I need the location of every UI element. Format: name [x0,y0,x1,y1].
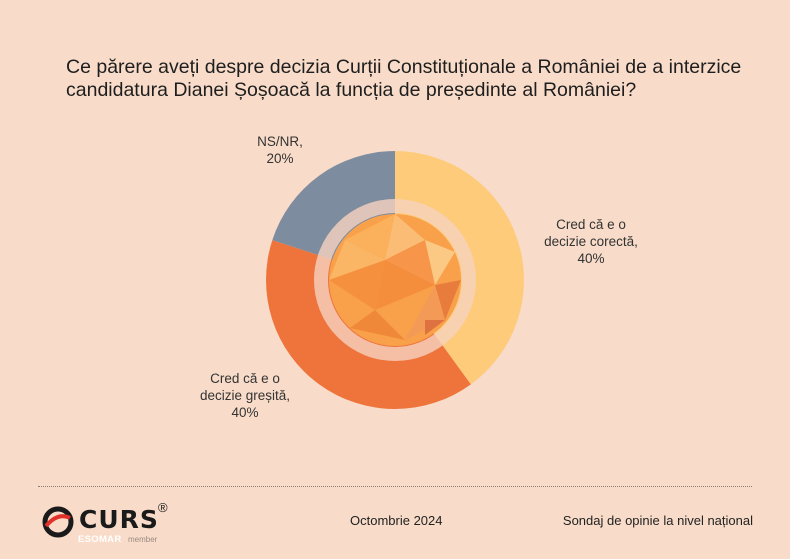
center-facet [350,310,405,340]
footer-survey: Sondaj de opinie la nivel național [562,513,753,528]
center-decoration [314,199,476,361]
logo-name: CURS [79,505,159,534]
center-facet [425,240,455,285]
slice-nsnr [272,151,395,261]
center-facet [329,240,385,280]
center-facet [375,260,435,310]
center-facet [385,214,425,260]
center-facet [425,320,445,335]
curs-logo: CURS ® ESOMAR member [42,500,182,550]
slice-label-corecta: Cred că e o decizie corectă, 40% [544,217,638,266]
curs-logo-icon [42,506,74,538]
logo-esomar: ESOMAR [78,534,122,545]
logo-member: member [128,535,158,544]
center-facet [435,280,461,320]
logo-registered: ® [158,500,168,515]
slice-label-nsnr: NS/NR, 20% [257,134,303,166]
center-facet [345,214,395,260]
footer-divider [38,486,752,487]
slice-label-gresita: Cred că e o decizie greșită, 40% [199,371,291,420]
center-facet [385,240,435,285]
center-ring [314,199,476,361]
footer-date: Octombrie 2024 [350,513,443,528]
center-facet [329,260,385,310]
chart-title: Ce părere aveți despre decizia Curții Co… [66,56,742,101]
center-facet [405,285,445,340]
